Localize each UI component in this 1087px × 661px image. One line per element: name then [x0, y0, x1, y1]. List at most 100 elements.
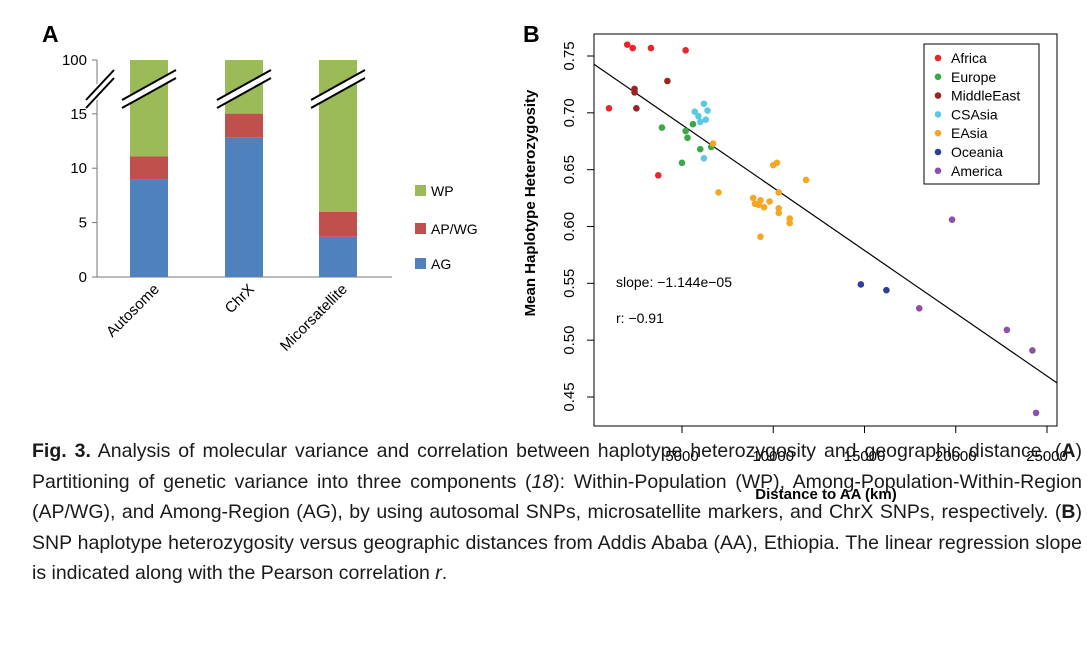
point-csasia: [700, 100, 708, 108]
x-tick-label: 20000: [935, 448, 977, 465]
legend-swatch: [415, 258, 426, 269]
legend-swatch: [415, 223, 426, 234]
caption-text-2: ) Partitioning of genetic variance into …: [32, 440, 1082, 493]
caption-r: r: [435, 562, 442, 584]
point-africa: [647, 44, 655, 52]
bar-segment-ag: [319, 236, 357, 277]
legend-marker: [934, 129, 942, 137]
r-annotation: r: −0.91: [616, 310, 664, 326]
point-csasia: [704, 107, 711, 114]
caption-text-4: ) SNP haplotype heterozygosity versus ge…: [32, 501, 1082, 584]
x-axis-title: Distance to AA (km): [755, 486, 896, 503]
panel-b-scatter-plot: B 5000 10000 15000 20000 25000 0.45 0.50 0.55 0.…: [522, 21, 1068, 503]
bar-segment-ap-wg: [319, 211, 357, 237]
legend-marker: [934, 73, 942, 81]
regression-line: [593, 63, 1058, 384]
y-tick-label: 0.60: [561, 212, 578, 241]
point-csasia: [691, 108, 699, 115]
point-america: [948, 216, 956, 223]
y-tick-label: 100: [62, 52, 87, 69]
legend-label: Europe: [951, 69, 996, 85]
point-csasia: [695, 112, 702, 120]
point-europe: [682, 127, 689, 135]
y-tick-label: 0.65: [561, 155, 578, 184]
caption-text-3: ): Within-Population (WP), Among-Populat…: [32, 470, 1082, 524]
panel-b-label: B: [523, 21, 540, 47]
y-tick-label: 0.55: [561, 269, 578, 298]
point-easia: [773, 159, 781, 167]
caption-label-a: A: [1061, 440, 1076, 462]
point-oceania: [857, 281, 865, 288]
point-africa: [605, 104, 613, 112]
point-america: [915, 305, 923, 312]
bar-segment-ag: [225, 137, 263, 277]
point-easia: [775, 209, 783, 217]
legend-marker: [934, 54, 942, 62]
point-middleeast: [631, 89, 638, 96]
point-easia: [786, 219, 793, 227]
y-tick-label: 10: [70, 160, 87, 177]
y-tick-label: 5: [79, 215, 87, 232]
point-easia: [760, 203, 768, 211]
legend-label: CSAsia: [951, 106, 998, 122]
legend-label: WP: [431, 183, 454, 199]
legend-marker: [934, 148, 942, 156]
point-easia: [715, 189, 722, 196]
legend-label: AP/WG: [431, 221, 478, 237]
point-america: [1003, 326, 1011, 334]
legend-box: [923, 43, 1040, 185]
point-csasia: [696, 118, 704, 126]
category-label: ChrX: [222, 281, 258, 317]
point-europe: [678, 159, 686, 167]
point-easia: [775, 189, 783, 196]
category-label: Micorsatellite: [277, 281, 351, 355]
bar-segment-ag: [130, 179, 168, 277]
legend-label: EAsia: [951, 125, 988, 141]
point-csasia: [700, 155, 708, 162]
point-easia: [786, 215, 793, 222]
legend-label: Oceania: [951, 144, 1003, 160]
x-tick-label: 15000: [844, 448, 886, 465]
point-africa: [629, 44, 637, 52]
point-america: [1029, 347, 1036, 354]
point-easia: [802, 176, 810, 184]
point-easia: [749, 194, 757, 202]
legend-swatch: [415, 185, 426, 196]
panel-a-label: A: [42, 21, 59, 47]
legend-label: Africa: [951, 50, 987, 66]
point-europe: [689, 120, 697, 128]
caption-label-b: B: [1061, 501, 1076, 523]
legend-marker: [934, 167, 942, 175]
panel-b-axes: 5000 10000 15000 20000 25000 0.45 0.50 0.55 0.60…: [561, 41, 1068, 465]
x-tick-label: 5000: [665, 448, 698, 465]
point-america: [1032, 409, 1040, 417]
panel-b-legend: Africa Europe MiddleEast CSAsia EAsia Oceania…: [923, 43, 1040, 185]
y-tick-label: 0.50: [561, 326, 578, 355]
panel-a-legend: WP AP/WG AG: [415, 183, 478, 272]
break-mark: [121, 69, 177, 109]
legend-label: MiddleEast: [951, 88, 1020, 104]
point-easia: [757, 197, 764, 204]
break-mark: [85, 69, 115, 109]
axis-break: [85, 69, 366, 109]
y-tick-label: 0.75: [561, 41, 578, 70]
legend-marker: [934, 92, 942, 99]
point-easia: [766, 198, 773, 205]
point-easia: [709, 140, 717, 147]
point-africa: [623, 41, 631, 48]
point-easia: [775, 205, 783, 212]
point-africa: [654, 172, 662, 179]
panel-a-category-labels: Autosome ChrX Micorsatellite: [103, 281, 351, 355]
caption-text-1: Analysis of molecular variance and corre…: [90, 440, 1062, 462]
bar-segment-wp: [130, 60, 168, 157]
bar-segment-ap-wg: [130, 156, 168, 180]
point-csasia: [702, 116, 710, 123]
point-africa: [682, 47, 689, 54]
plot-frame: [593, 33, 1058, 427]
slope-annotation: slope: −1.144e−05: [616, 274, 732, 290]
legend-label: AG: [431, 256, 451, 272]
legend-marker: [934, 111, 942, 118]
caption-end: .: [441, 562, 448, 584]
point-middleeast: [633, 104, 640, 112]
